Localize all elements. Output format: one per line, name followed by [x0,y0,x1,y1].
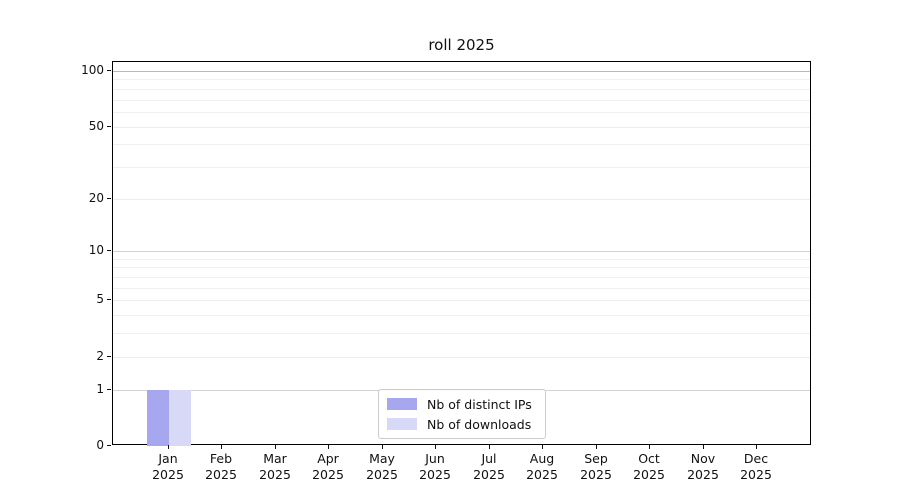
gridline-minor [113,267,810,268]
gridline-100 [113,71,810,72]
y-axis-tick-label: 10 [88,243,104,257]
gridline-minor [113,144,810,145]
x-axis-tick-label: Sep 2025 [580,451,612,482]
y-axis-tick [107,299,111,300]
gridline-minor [113,167,810,168]
legend-item-downloads: Nb of downloads [387,414,537,434]
y-axis-tick-label: 50 [88,119,104,133]
gridline-10 [113,251,810,252]
chart-title: roll 2025 [428,36,495,54]
x-axis-tick-label: Dec 2025 [740,451,772,482]
legend-swatch-downloads [387,418,417,430]
gridline-minor [113,89,810,90]
gridline-50 [113,127,810,128]
x-axis-tick [328,445,329,449]
legend-item-distinct-ips: Nb of distinct IPs [387,394,537,414]
y-axis-tick [107,445,111,446]
y-axis-tick-label: 0 [96,438,104,452]
x-axis-tick-label: May 2025 [366,451,398,482]
x-axis-tick [596,445,597,449]
x-axis-tick-label: Jan 2025 [152,451,184,482]
y-axis-tick-label: 20 [88,191,104,205]
gridline-minor [113,333,810,334]
gridline-minor [113,315,810,316]
gridline-minor [113,100,810,101]
y-axis-tick [107,198,111,199]
y-axis-tick [107,250,111,251]
x-axis-tick [703,445,704,449]
legend: Nb of distinct IPs Nb of downloads [378,389,546,439]
x-axis-tick [168,445,169,449]
x-axis-tick [275,445,276,449]
x-axis-tick-label: Aug 2025 [526,451,558,482]
y-axis-tick-label: 2 [96,349,104,363]
x-axis-tick-label: Jul 2025 [473,451,505,482]
x-axis-tick-label: Apr 2025 [312,451,344,482]
y-axis-tick-label: 100 [81,63,104,77]
y-axis-tick [107,70,111,71]
legend-label-downloads: Nb of downloads [427,416,532,432]
y-axis-tick-label: 1 [96,382,104,396]
x-axis-tick-label: Mar 2025 [259,451,291,482]
x-axis-tick [221,445,222,449]
x-axis-tick [756,445,757,449]
gridline-5 [113,300,810,301]
gridline-minor [113,277,810,278]
plot-area [112,61,811,446]
x-axis-tick [489,445,490,449]
legend-swatch-distinct-ips [387,398,417,410]
x-axis-tick [542,445,543,449]
gridline-minor [113,79,810,80]
gridline-minor [113,259,810,260]
x-axis-tick [435,445,436,449]
x-axis-tick-label: Jun 2025 [419,451,451,482]
y-axis-tick [107,389,111,390]
gridline-20 [113,199,810,200]
gridline-minor [113,112,810,113]
bar-jan-series0 [147,390,169,446]
y-axis-tick-label: 5 [96,292,104,306]
bar-jan-series1 [169,390,191,446]
x-axis-tick [382,445,383,449]
y-axis-tick [107,126,111,127]
legend-label-distinct-ips: Nb of distinct IPs [427,396,532,412]
x-axis-tick-label: Nov 2025 [687,451,719,482]
x-axis-tick-label: Feb 2025 [205,451,237,482]
gridline-2 [113,357,810,358]
x-axis-tick [649,445,650,449]
x-axis-tick-label: Oct 2025 [633,451,665,482]
gridline-minor [113,288,810,289]
y-axis-tick [107,356,111,357]
